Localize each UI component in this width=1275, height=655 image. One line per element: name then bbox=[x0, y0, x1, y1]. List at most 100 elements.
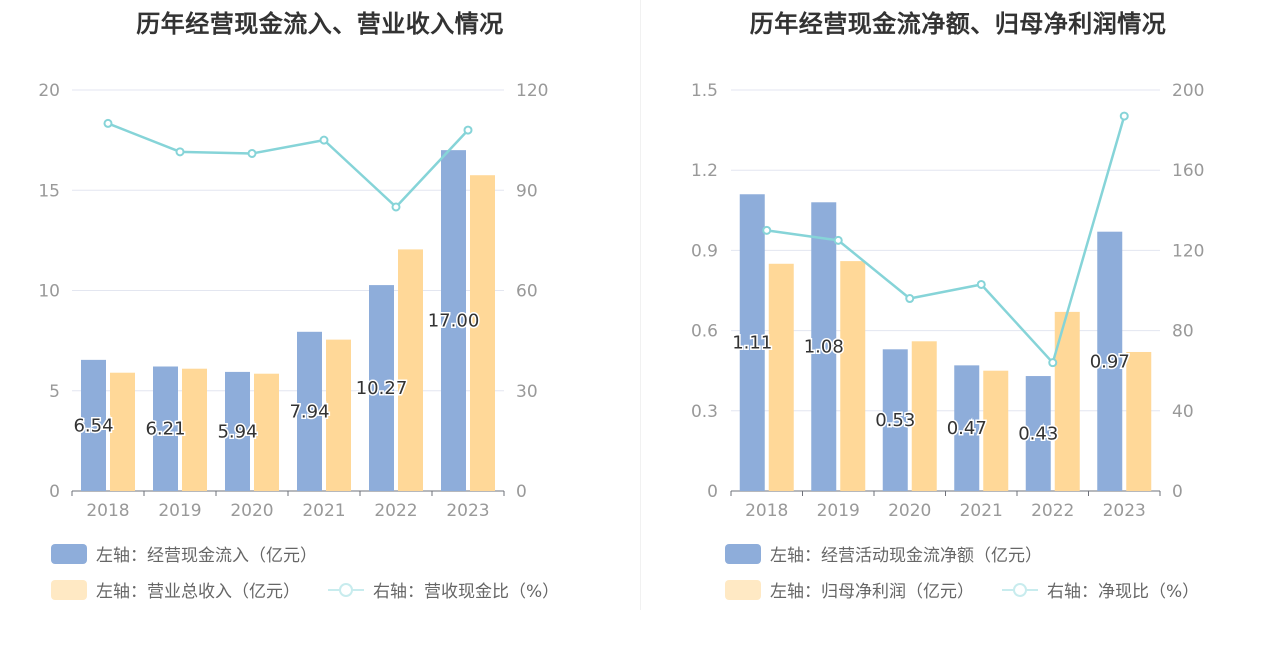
x-tick-label: 2022 bbox=[374, 501, 417, 521]
x-tick-label: 2020 bbox=[888, 501, 931, 521]
line-point bbox=[1048, 358, 1058, 368]
y-left-tick-label: 10 bbox=[38, 282, 60, 302]
legend-item-cash-ratio[interactable]: 右轴：营收现金比（%） bbox=[328, 577, 559, 602]
legend-label: 左轴：经营活动现金流净额（亿元） bbox=[770, 546, 1042, 566]
x-tick-label: 2021 bbox=[960, 501, 1003, 521]
line-point bbox=[905, 294, 915, 304]
x-tick-label: 2021 bbox=[302, 501, 345, 521]
bar-primary bbox=[811, 202, 837, 491]
legend-swatch bbox=[725, 543, 761, 564]
legend-line-swatch bbox=[328, 580, 364, 600]
bar-primary bbox=[954, 365, 980, 491]
line-point bbox=[103, 118, 113, 128]
legend-label: 左轴：经营现金流入（亿元） bbox=[96, 546, 317, 566]
data-label: 1.11 bbox=[732, 333, 772, 354]
data-label: 5.94 bbox=[217, 421, 257, 442]
legend-item-revenue[interactable]: 左轴：营业总收入（亿元） bbox=[51, 577, 300, 602]
y-right-tick-label: 200 bbox=[1172, 81, 1204, 101]
legend-item-cash-inflow[interactable]: 左轴：经营现金流入（亿元） bbox=[51, 541, 317, 566]
legend-label: 右轴：净现比（%） bbox=[1047, 582, 1200, 602]
line-point bbox=[463, 125, 473, 135]
chart-canvas: 0 0.3 0.6 0.9 1.2 1.5 0 40 80 120 160 200 2018 2019 20… bbox=[691, 81, 1205, 521]
bar-secondary bbox=[911, 341, 937, 491]
x-tick-label: 2023 bbox=[446, 501, 489, 521]
y-right-tick-label: 90 bbox=[516, 181, 538, 201]
line-point bbox=[1119, 111, 1129, 121]
bar-secondary bbox=[768, 263, 794, 491]
chart-panel-cash-inflow: 历年经营现金流入、营业收入情况 0 5 10 15 20 0 30 60 90 120 2018 20… bbox=[38, 10, 559, 602]
data-label: 17.00 bbox=[428, 311, 480, 332]
bar-secondary bbox=[470, 175, 495, 491]
bar-secondary bbox=[182, 368, 207, 491]
data-label: 0.43 bbox=[1018, 424, 1058, 445]
y-left-tick-label: 0 bbox=[707, 482, 718, 502]
chart-canvas: 0 5 10 15 20 0 30 60 90 120 2018 2019 2020 2021 2022 20… bbox=[38, 81, 548, 521]
x-tick-label: 2019 bbox=[158, 501, 201, 521]
x-tick-label: 2018 bbox=[86, 501, 129, 521]
x-tick-label: 2018 bbox=[745, 501, 788, 521]
y-right-tick-label: 80 bbox=[1172, 322, 1194, 342]
bar-primary bbox=[81, 359, 106, 491]
bar-secondary bbox=[1126, 351, 1152, 491]
panel-divider bbox=[640, 0, 641, 610]
legend-swatch bbox=[51, 579, 87, 600]
y-right-tick-label: 40 bbox=[1172, 402, 1194, 422]
legend-label: 右轴：营收现金比（%） bbox=[373, 582, 560, 602]
bar-primary bbox=[225, 371, 250, 491]
y-left-tick-label: 20 bbox=[38, 81, 60, 101]
y-right-tick-label: 30 bbox=[516, 382, 538, 402]
chart-panel-net-cash-flow: 历年经营现金流净额、归母净利润情况 0 0.3 0.6 0.9 1.2 1.5 0 40 80 1… bbox=[641, 0, 1275, 655]
bar-primary bbox=[1097, 231, 1123, 492]
line-point bbox=[391, 202, 401, 212]
data-label: 0.97 bbox=[1090, 351, 1130, 372]
data-label: 10.27 bbox=[356, 378, 408, 399]
bar-primary bbox=[441, 150, 466, 491]
legend-label: 左轴：归母净利润（亿元） bbox=[770, 582, 974, 602]
data-label: 6.54 bbox=[73, 415, 113, 436]
chart-title: 历年经营现金流入、营业收入情况 bbox=[136, 10, 504, 38]
y-left-tick-label: 1.5 bbox=[691, 81, 718, 101]
x-tick-label: 2020 bbox=[230, 501, 273, 521]
x-tick-label: 2023 bbox=[1103, 501, 1146, 521]
bar-secondary bbox=[840, 261, 866, 491]
y-left-tick-label: 0 bbox=[49, 482, 60, 502]
bar-primary bbox=[297, 331, 322, 491]
line-point bbox=[175, 147, 185, 157]
bar-secondary bbox=[110, 372, 135, 491]
line-point bbox=[762, 225, 772, 235]
y-right-tick-label: 0 bbox=[1172, 482, 1183, 502]
legend-label: 左轴：营业总收入（亿元） bbox=[96, 582, 300, 602]
bar-primary bbox=[153, 366, 178, 491]
data-label: 0.47 bbox=[947, 418, 987, 439]
data-label: 1.08 bbox=[804, 337, 844, 358]
bar-secondary bbox=[326, 339, 351, 491]
y-left-tick-label: 1.2 bbox=[691, 161, 718, 181]
legend-line-swatch bbox=[1002, 580, 1038, 600]
bar-primary bbox=[1025, 376, 1051, 491]
y-right-tick-label: 120 bbox=[1172, 241, 1204, 261]
bar-primary bbox=[882, 349, 908, 491]
y-left-tick-label: 5 bbox=[49, 382, 60, 402]
y-right-tick-label: 120 bbox=[516, 81, 548, 101]
bar-primary bbox=[369, 285, 394, 491]
y-right-tick-label: 0 bbox=[516, 482, 527, 502]
y-left-tick-label: 0.9 bbox=[691, 241, 718, 261]
legend-item-net-cash-ratio[interactable]: 右轴：净现比（%） bbox=[1002, 577, 1199, 602]
line-point bbox=[319, 135, 329, 145]
legend-swatch bbox=[51, 543, 87, 564]
line-point bbox=[833, 235, 843, 245]
data-label: 7.94 bbox=[289, 401, 329, 422]
bar-secondary bbox=[983, 370, 1009, 491]
legend-item-net-profit[interactable]: 左轴：归母净利润（亿元） bbox=[725, 577, 974, 602]
chart-title: 历年经营现金流净额、归母净利润情况 bbox=[749, 10, 1167, 38]
data-label: 0.53 bbox=[875, 410, 915, 431]
data-label: 6.21 bbox=[145, 419, 185, 440]
legend-swatch bbox=[725, 579, 761, 600]
series-line bbox=[107, 122, 469, 209]
bar-secondary bbox=[398, 249, 423, 491]
legend-item-net-cash-flow[interactable]: 左轴：经营活动现金流净额（亿元） bbox=[725, 541, 1042, 566]
bar-primary bbox=[739, 194, 765, 491]
y-left-tick-label: 15 bbox=[38, 181, 60, 201]
x-tick-label: 2019 bbox=[817, 501, 860, 521]
line-point bbox=[247, 148, 257, 158]
